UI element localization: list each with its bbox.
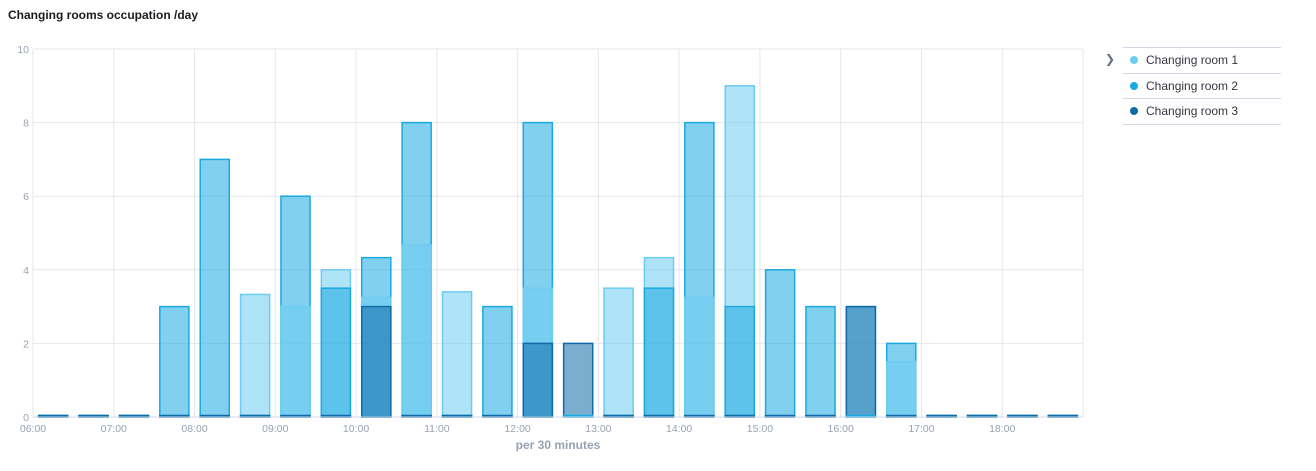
legend-list: Changing room 1 Changing room 2 Changing…: [1123, 47, 1281, 125]
bar-changing-room-2[interactable]: [482, 305, 513, 418]
bar-chart: 0 2 4 6 8 10 06:00 07:00 08:00 09:00 10:00 11:00 12:…: [17, 44, 1084, 452]
legend-dot-icon: [1130, 107, 1138, 116]
bar-changing-room-2[interactable]: [724, 305, 756, 418]
bar-changing-room-2[interactable]: [805, 305, 836, 418]
bar-changing-room-1[interactable]: [684, 296, 715, 418]
chart-title: Changing rooms occupation /day: [8, 8, 199, 22]
bar-changing-room-3[interactable]: [522, 342, 554, 418]
x-tick-label: 06:00: [20, 423, 46, 435]
x-tick-label: 07:00: [101, 423, 127, 435]
bar-changing-room-2[interactable]: [764, 269, 796, 418]
y-tick-label: 2: [23, 338, 29, 350]
bar-changing-room-1[interactable]: [441, 291, 473, 418]
x-tick-label: 16:00: [828, 423, 854, 435]
bar-changing-room-1[interactable]: [239, 293, 271, 418]
bar-changing-room-1[interactable]: [401, 244, 432, 418]
legend-label: Changing room 1: [1146, 53, 1239, 68]
legend-dot-icon: [1130, 81, 1138, 90]
bar-changing-room-1[interactable]: [885, 361, 917, 418]
x-tick-label: 09:00: [262, 423, 288, 435]
legend-collapse-chevron-icon[interactable]: ❯: [1105, 52, 1116, 66]
legend-label: Changing room 2: [1146, 78, 1239, 93]
x-tick-label: 08:00: [181, 423, 207, 435]
bar-changing-room-3[interactable]: [845, 305, 877, 418]
bar-changing-room-1[interactable]: [603, 287, 634, 418]
bar-changing-room-2[interactable]: [643, 287, 675, 418]
x-tick-label: 13:00: [585, 423, 611, 435]
y-tick-label: 6: [23, 191, 29, 203]
bar-changing-room-2[interactable]: [320, 287, 352, 418]
x-tick-label: 15:00: [747, 423, 773, 435]
legend-label: Changing room 3: [1146, 104, 1239, 119]
x-tick-label: 10:00: [343, 423, 369, 435]
bar-changing-room-2[interactable]: [159, 305, 190, 418]
legend-dot-icon: [1130, 56, 1138, 65]
bar-changing-room-3[interactable]: [562, 342, 594, 418]
x-tick-label: 17:00: [908, 423, 934, 435]
y-tick-label: 0: [23, 412, 29, 424]
bar-changing-room-2[interactable]: [199, 158, 231, 418]
x-tick-label: 14:00: [666, 423, 692, 435]
y-tick-label: 4: [23, 265, 29, 277]
y-tick-label: 8: [23, 118, 29, 130]
chart-axes: 0 2 4 6 8 10 06:00 07:00 08:00 09:00 10:00 11:00 12:…: [17, 44, 1083, 452]
bar-changing-room-1[interactable]: [280, 305, 311, 418]
x-tick-label: 12:00: [504, 423, 530, 435]
x-tick-label: 18:00: [989, 423, 1015, 435]
legend-item-changing-room-2[interactable]: Changing room 2: [1123, 74, 1281, 99]
legend-item-changing-room-1[interactable]: Changing room 1: [1123, 48, 1281, 74]
x-axis-title: per 30 minutes: [516, 438, 601, 452]
y-tick-label: 10: [17, 44, 29, 56]
legend-item-changing-room-3[interactable]: Changing room 3: [1123, 99, 1281, 125]
chart-grid: [32, 48, 1084, 418]
x-tick-label: 11:00: [424, 423, 450, 435]
bar-changing-room-3[interactable]: [360, 305, 392, 418]
